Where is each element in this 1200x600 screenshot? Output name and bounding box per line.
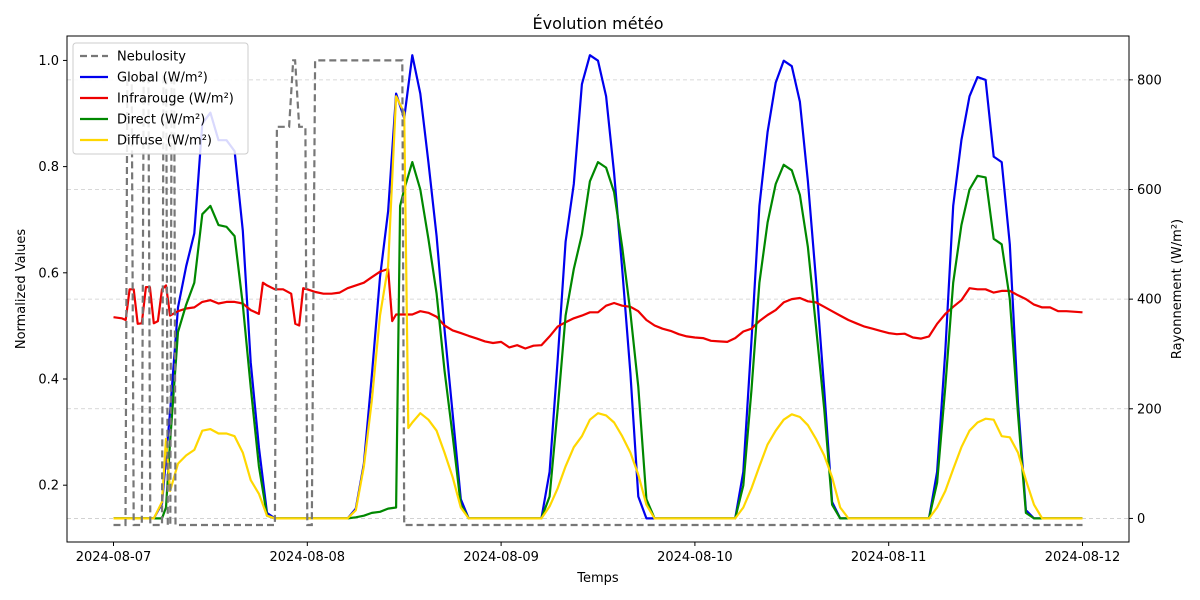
y-left-tick-label-0: 0.2: [38, 479, 59, 494]
y-left-tick-label-2: 0.6: [38, 266, 59, 281]
legend-label-infrarouge: Infrarouge (W/m²): [117, 92, 234, 107]
series-line-infrarouge: [113, 267, 1083, 350]
x-tick-label-4: 2024-08-11: [851, 550, 927, 565]
series-line-global: [113, 54, 1083, 520]
y-right-tick-label-4: 800: [1137, 73, 1162, 88]
y-right-tick-label-2: 400: [1137, 293, 1162, 308]
series-line-diffuse: [113, 95, 1083, 520]
x-axis-label: Temps: [576, 571, 619, 586]
y-right-tick-label-3: 600: [1137, 183, 1162, 198]
y-left-tick-label-3: 0.8: [38, 160, 59, 175]
legend-label-nebulosity: Nebulosity: [117, 50, 186, 65]
x-tick-label-2: 2024-08-09: [463, 550, 539, 565]
legend-label-global: Global (W/m²): [117, 71, 208, 86]
legend-label-diffuse: Diffuse (W/m²): [117, 134, 212, 149]
series-line-direct: [113, 161, 1083, 520]
legend: Nebulosity Global (W/m²) Infrarouge (W/m²)…: [72, 42, 249, 155]
y-right-tick-label-0: 0: [1137, 512, 1145, 527]
x-tick-label-0: 2024-08-07: [76, 550, 152, 565]
plot-frame: [66, 35, 1130, 543]
chart-title: Évolution météo: [532, 14, 663, 33]
x-tick-label-3: 2024-08-10: [657, 550, 733, 565]
y-right-axis-label: Rayonnement (W/m²): [1170, 219, 1185, 359]
y-right-tick-label-1: 200: [1137, 402, 1162, 417]
x-tick-label-1: 2024-08-08: [270, 550, 346, 565]
y-right-axis-ticks: 0 200 400 600 800: [1129, 73, 1162, 527]
y-left-axis-label: Normalized Values: [14, 229, 29, 350]
y-left-tick-label-4: 1.0: [38, 54, 59, 69]
x-axis-ticks: 2024-08-07 2024-08-08 2024-08-09 2024-08-10…: [76, 542, 1121, 565]
y-left-tick-label-1: 0.4: [38, 372, 59, 387]
x-tick-label-5: 2024-08-12: [1045, 550, 1121, 565]
series-line-nebulosity: [113, 59, 1083, 527]
series-lines: [113, 54, 1083, 527]
legend-box: [72, 42, 249, 155]
y-left-axis-ticks: 0.2 0.4 0.6 0.8 1.0: [38, 54, 67, 494]
legend-label-direct: Direct (W/m²): [117, 113, 205, 128]
